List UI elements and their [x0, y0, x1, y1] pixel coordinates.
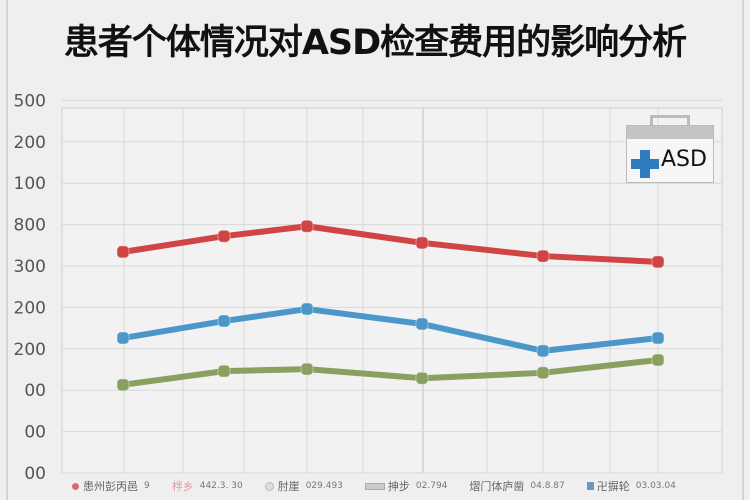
legend-label: 抻步: [387, 480, 410, 493]
data-point: [217, 314, 231, 328]
legend-swatch: [72, 482, 79, 490]
legend-swatch: [264, 481, 274, 491]
chart-frame: [6, 0, 744, 500]
data-point: [536, 249, 550, 263]
y-tick-label: 800: [14, 216, 46, 236]
data-point: [217, 229, 231, 243]
chart-title: 患者个体情况对ASD检查费用的影响分析: [63, 23, 687, 63]
series-line: [122, 223, 659, 265]
data-point: [651, 255, 665, 269]
legend-value: 029.493: [305, 481, 343, 491]
legend-label: 肘崖: [277, 480, 300, 493]
medical-kit-icon: ASD: [626, 115, 714, 183]
kit-box: ASD: [626, 125, 714, 183]
y-tick-label: 500: [14, 91, 46, 111]
legend-label: 卍摒轮: [596, 480, 630, 493]
kit-handle: [650, 115, 690, 127]
legend-label: 熠门体庐凿: [469, 480, 525, 493]
y-tick-label: 100: [14, 174, 46, 194]
kit-lid: [627, 126, 713, 139]
y-tick-label: 00: [24, 464, 46, 484]
legend-swatch: [364, 482, 385, 490]
y-tick-label: 00: [24, 423, 46, 443]
y-tick-label: 00: [24, 381, 46, 401]
legend-swatch: [586, 482, 594, 490]
data-point: [651, 353, 665, 367]
legend-item: 抻步 02.794: [364, 478, 448, 494]
data-point: [651, 331, 665, 345]
legend-label: 患州彭丙邑: [83, 480, 138, 493]
legend-item: 肘崖 029.493: [264, 478, 343, 494]
legend: 患州彭丙邑 9 柈乡 442.3. 30 肘崖 029.493 抻步 02.794 熠门…: [72, 478, 722, 494]
data-point: [415, 371, 429, 385]
y-tick-label: 200: [14, 298, 46, 318]
data-point: [415, 236, 429, 250]
legend-item: 熠门体庐凿 04.8.87: [469, 478, 564, 494]
legend-value: 02.794: [415, 481, 448, 491]
data-point: [415, 317, 429, 331]
data-point: [116, 331, 130, 345]
legend-item: 柈乡 442.3. 30: [172, 478, 243, 494]
data-point: [300, 362, 314, 376]
y-tick-label: 200: [14, 340, 46, 360]
y-tick-label: 300: [14, 257, 46, 277]
legend-item: 卍摒轮 03.03.04: [586, 478, 676, 494]
badge-label: ASD: [661, 147, 707, 172]
plus-cross-icon: [631, 150, 659, 178]
data-point: [536, 344, 550, 358]
data-point: [116, 378, 130, 392]
legend-item: 患州彭丙邑 9: [72, 478, 150, 494]
data-point: [536, 366, 550, 380]
data-point: [116, 245, 130, 259]
data-point: [217, 364, 231, 378]
legend-value: 442.3. 30: [199, 481, 243, 491]
y-tick-label: 200: [14, 133, 46, 153]
legend-value: 9: [144, 481, 150, 491]
data-point: [300, 219, 314, 233]
series-line: [122, 306, 659, 354]
legend-value: 03.03.04: [635, 481, 676, 491]
data-point: [300, 302, 314, 316]
plot-area: [61, 107, 723, 474]
legend-label: 柈乡: [171, 480, 194, 493]
legend-value: 04.8.87: [530, 481, 565, 491]
series-line: [122, 356, 659, 388]
